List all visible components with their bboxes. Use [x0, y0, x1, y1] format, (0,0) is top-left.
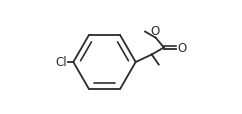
Text: Cl: Cl: [56, 56, 67, 69]
Text: O: O: [151, 25, 160, 38]
Text: O: O: [177, 42, 186, 54]
